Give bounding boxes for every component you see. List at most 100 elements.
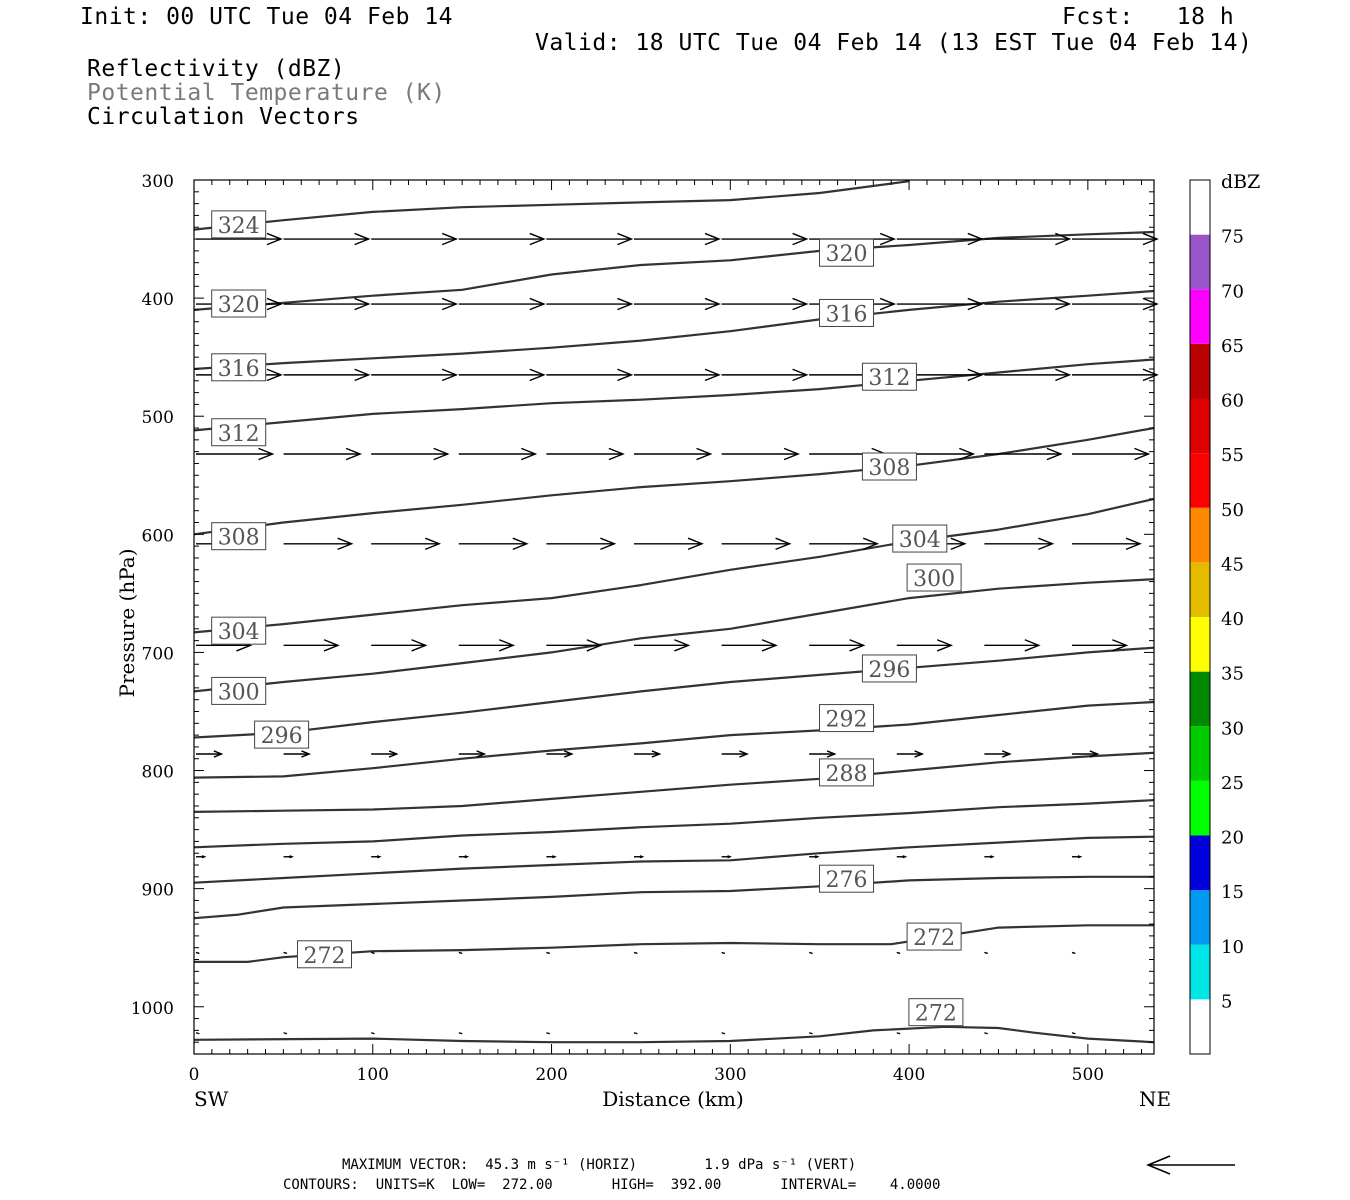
wind-vector-head (936, 639, 954, 652)
theta-contour-300-6 (193, 578, 1155, 693)
colorbar-label: 15 (1221, 882, 1244, 903)
y-tick-label: 400 (142, 290, 174, 310)
wind-vector-head (739, 750, 749, 758)
wind-vector-head (862, 537, 880, 551)
colorbar-label: 10 (1221, 937, 1244, 958)
wind-vector (633, 951, 638, 955)
theta-contour-284-10 (193, 799, 1155, 849)
wind-vector (721, 855, 732, 859)
contour-label: 296 (861, 654, 917, 683)
theta-contour-320-1 (193, 230, 1155, 311)
contour-label-box (254, 720, 310, 749)
colorbar-swatch (1190, 617, 1210, 672)
wind-vector-shaft (1071, 951, 1076, 955)
wind-vector (458, 855, 470, 859)
colorbar-swatch (1190, 999, 1210, 1054)
contour-label-box (211, 676, 267, 705)
colorbar: 5 10 15 20 25 30 35 40 45 50 55 60 65 70 75 dBZ (1189, 171, 1260, 1055)
wind-vector-head (1055, 232, 1072, 246)
wind-vector-head (792, 297, 809, 311)
wind-vector-head (354, 368, 371, 382)
wind-vector-shaft (283, 1032, 288, 1035)
contour-label: 288 (819, 758, 875, 787)
colorbar-label: 65 (1221, 336, 1244, 357)
colorbar-swatch (1190, 180, 1210, 235)
wind-vector-head (258, 447, 275, 461)
wind-vector-head (411, 639, 428, 652)
contour-label: 272 (906, 922, 962, 951)
theta-contour-292-8 (193, 700, 1155, 779)
wind-vector-head (1038, 537, 1055, 551)
contour-label-text: 316 (218, 357, 260, 382)
contour-label-text: 308 (218, 526, 260, 551)
wind-vector-head (914, 750, 925, 758)
wind-vector (546, 1032, 550, 1035)
wind-vector (458, 750, 487, 758)
wind-vector (371, 297, 459, 311)
wind-vector (371, 232, 459, 246)
theta-contour-288-9 (193, 751, 1155, 813)
contour-label: 316 (211, 353, 267, 382)
wind-vector (546, 855, 557, 859)
wind-vector-head (967, 232, 984, 246)
contour-label-box (819, 298, 875, 327)
wind-vector-shaft (546, 1032, 550, 1035)
contour-label-text: 308 (868, 456, 910, 481)
wind-vector (984, 750, 1012, 758)
wind-vector (721, 232, 809, 246)
wind-vector (371, 855, 382, 859)
wind-vector (283, 855, 294, 859)
contour-label-text: 300 (218, 680, 260, 705)
wind-vector-head (651, 750, 662, 758)
contour-label-box (297, 940, 353, 969)
wind-vector (546, 951, 550, 955)
wind-vector-shaft (721, 1032, 726, 1035)
wind-vector (458, 951, 463, 955)
wind-vector-head (879, 297, 897, 311)
colorbar-label: 40 (1221, 609, 1244, 630)
wind-vector-head (1142, 232, 1159, 246)
y-axis-title: Pressure (hPa) (115, 549, 139, 698)
wind-vector-head (792, 232, 809, 246)
wind-vector (546, 447, 625, 461)
colorbar-swatch (1190, 780, 1210, 836)
contour-label-box (906, 922, 962, 951)
contour-label-text: 304 (218, 620, 260, 645)
wind-vector (370, 1032, 375, 1035)
wind-vector-head (354, 297, 371, 311)
wind-vector (896, 951, 901, 955)
wind-vector-head (727, 855, 732, 859)
y-tick-label: 700 (142, 644, 174, 664)
contour-label: 296 (254, 720, 310, 749)
wind-vector-head (213, 750, 224, 758)
wind-vector (546, 297, 634, 311)
wind-vector-head (1024, 639, 1041, 652)
wind-vector-shaft (283, 951, 288, 955)
contour-label: 324 (211, 210, 267, 239)
contour-label-box (211, 210, 267, 239)
wind-vector (283, 232, 371, 246)
contour-label-box (211, 353, 267, 382)
wind-vector-shaft (546, 951, 550, 955)
colorbar-swatch (1190, 835, 1210, 891)
contour-label-box (819, 758, 875, 787)
wind-vector-head (814, 855, 820, 859)
wind-vector (195, 951, 200, 955)
wind-vector-head (696, 447, 713, 461)
wind-vector (896, 750, 925, 758)
plot-border (193, 179, 1155, 1055)
wind-vector (809, 855, 820, 859)
wind-vector-head (902, 855, 908, 859)
wind-vector-shaft (458, 1032, 463, 1035)
plot-frame (193, 179, 1155, 1055)
wind-vector-head (990, 855, 995, 859)
wind-vector-head (761, 639, 778, 652)
wind-vector (984, 1032, 988, 1035)
wind-vector (721, 368, 809, 382)
wind-vector (371, 447, 450, 461)
theta-contour-312-3 (193, 358, 1155, 432)
colorbar-label: 55 (1221, 445, 1244, 466)
wind-vector-head (464, 855, 470, 859)
wind-vector (283, 750, 311, 758)
